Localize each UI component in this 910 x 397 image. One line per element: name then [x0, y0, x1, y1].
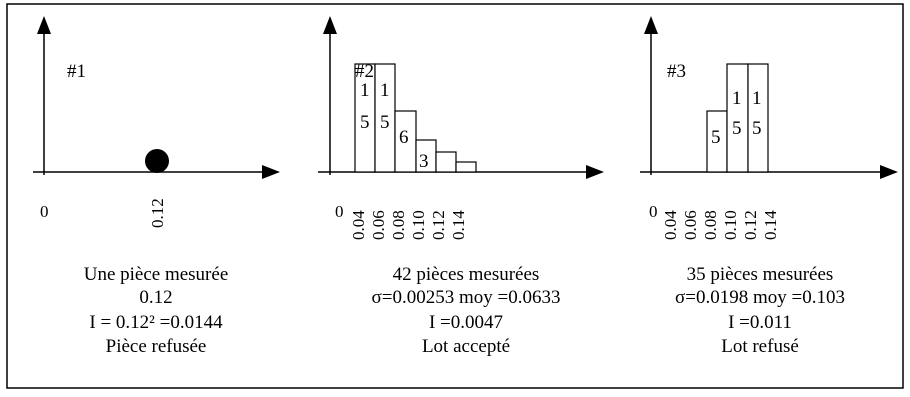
panel-2-caption-line-3: I =0.0047	[429, 312, 503, 333]
panel-3-x-arrow-icon	[880, 165, 898, 179]
panel-2-caption-line-2: σ=0.00253 moy =0.0633	[372, 287, 561, 308]
panel-2-caption-line-4: Lot accepté	[422, 336, 510, 357]
panel-2-id: #2	[355, 61, 374, 82]
panel-3-bar-2-label-top: 1	[732, 88, 742, 109]
panel-1: #1 0 0.12 Une pièce mesurée 0.12 I = 0.1…	[33, 16, 280, 357]
panel-3-tick-0.14: 0.14	[761, 210, 780, 240]
panel-2-bar-5-label: 3	[419, 151, 429, 172]
panel-2-bar-2-label-bottom: 5	[380, 112, 390, 133]
panel-3-bar-3	[747, 63, 769, 173]
panel-3-id: #3	[667, 61, 686, 82]
outer-frame	[6, 3, 904, 389]
panel-3-tick-0.06: 0.06	[681, 210, 700, 240]
panel-2-bar-2-label-top: 1	[380, 80, 390, 101]
panel-1-id: #1	[67, 61, 86, 82]
panel-2-x-arrow-icon	[586, 165, 604, 179]
panel-1-caption-line-3: I = 0.12² =0.0144	[89, 312, 223, 333]
panel-2-bar-6	[455, 161, 477, 173]
panel-2-zero-label: 0	[335, 202, 344, 221]
panel-2-caption-line-1: 42 pièces mesurées	[393, 264, 540, 285]
panel-2-bar-1-label-top: 1	[360, 80, 370, 101]
panel-1-x-arrow-icon	[262, 165, 280, 179]
panel-3-y-arrow-icon	[644, 16, 658, 34]
panel-3-bar-3-label-bottom: 5	[752, 118, 762, 139]
panel-2-tick-0.12: 0.12	[429, 210, 448, 240]
panel-2-bar-3-label: 6	[399, 127, 409, 148]
panel-1-caption-line-1: Une pièce mesurée	[84, 264, 229, 285]
panel-1-y-arrow-icon	[37, 16, 51, 34]
panel-3-tick-0.04: 0.04	[661, 210, 680, 240]
panel-2-bar-1-label-bottom: 5	[360, 112, 370, 133]
panel-2-tick-0.06: 0.06	[369, 210, 388, 240]
panel-3-caption-line-1: 35 pièces mesurées	[687, 264, 834, 285]
panel-3-tick-0.08: 0.08	[701, 210, 720, 240]
panel-1-caption-line-2: 0.12	[139, 287, 172, 308]
panel-3-tick-0.12: 0.12	[741, 210, 760, 240]
panel-2: 1 5 1 5 6 3 #2 0 0.04 0.06 0.08 0.10 0.1…	[318, 16, 604, 357]
panel-3-bar-3-label-top: 1	[752, 88, 762, 109]
panel-1-point-label: 0.12	[148, 198, 167, 228]
panel-3-caption-line-2: σ=0.0198 moy =0.103	[675, 287, 845, 308]
panel-2-tick-0.08: 0.08	[389, 210, 408, 240]
panel-1-caption-line-4: Pièce refusée	[106, 336, 207, 357]
panel-2-tick-0.10: 0.10	[409, 210, 428, 240]
panel-2-bar-5	[435, 151, 457, 173]
panel-3-bar-1-label: 5	[711, 127, 721, 148]
panel-3-bar-2-label-bottom: 5	[732, 118, 742, 139]
panel-3-tick-0.10: 0.10	[721, 210, 740, 240]
panel-1-point	[145, 149, 169, 173]
panel-3-caption-line-4: Lot refusé	[721, 336, 799, 357]
panel-3-caption-line-3: I =0.011	[728, 312, 792, 333]
panel-1-zero-label: 0	[40, 202, 49, 221]
panel-3: 5 1 5 1 5 #3 0 0.04 0.06 0.08 0.10 0.12 …	[640, 16, 898, 357]
panel-3-zero-label: 0	[649, 202, 658, 221]
panel-2-tick-0.14: 0.14	[449, 210, 468, 240]
panel-2-tick-0.04: 0.04	[349, 210, 368, 240]
panel-2-y-arrow-icon	[323, 16, 337, 34]
